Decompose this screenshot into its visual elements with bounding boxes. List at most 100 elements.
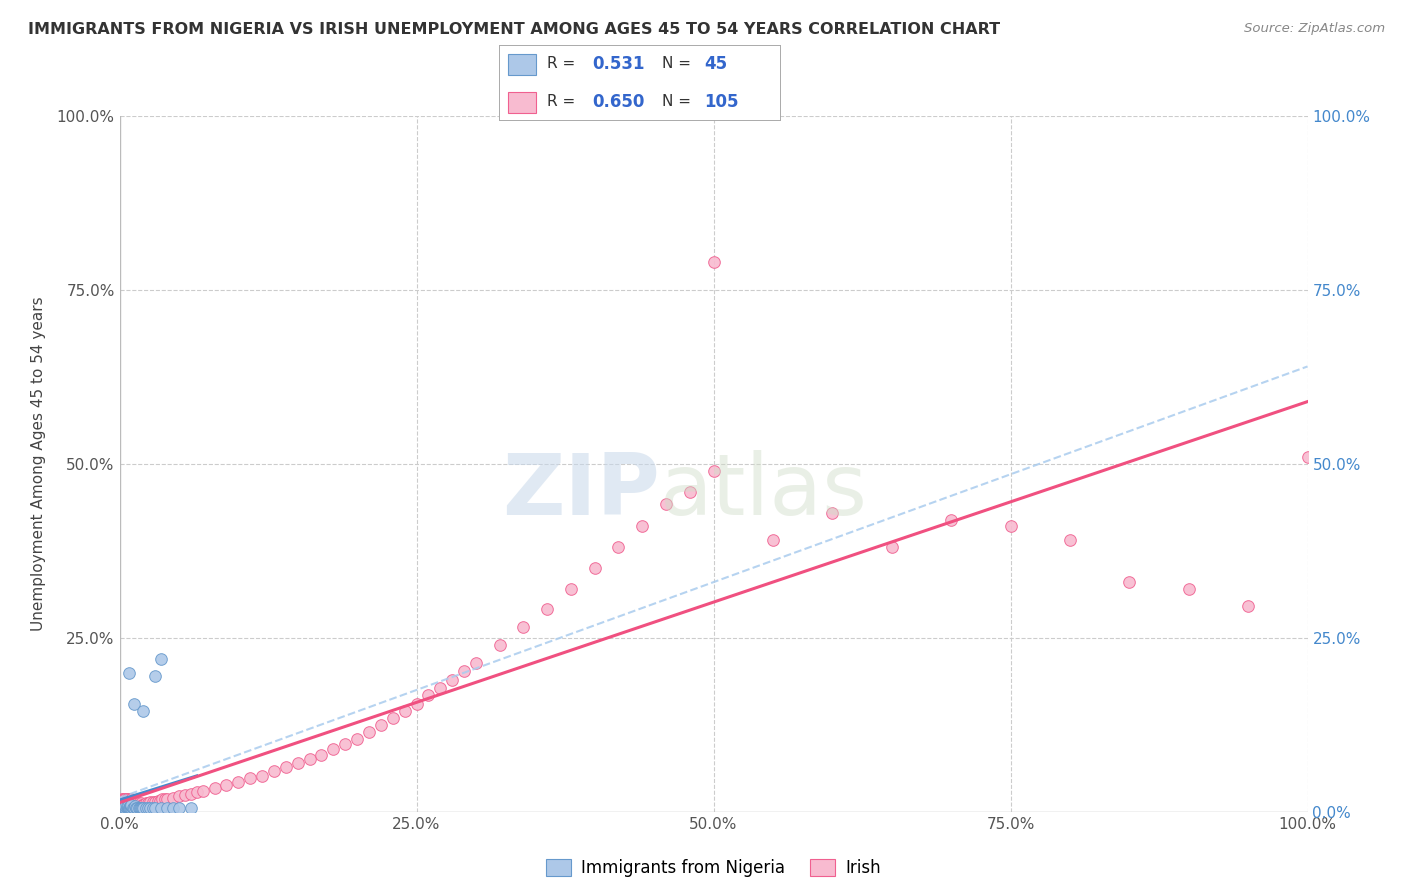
Point [821,506,844,520]
Text: Source: ZipAtlas.com: Source: ZipAtlas.com [1244,22,1385,36]
Point [120,801,142,815]
Point [122,799,145,814]
Point [121,799,143,814]
Point [112,792,135,806]
Point [125,797,148,811]
Point [441,673,464,687]
Text: R =: R = [547,95,575,110]
Point [117,799,139,814]
Point [311,747,333,762]
Point [120,797,142,812]
Point [287,756,309,770]
Point [111,799,134,814]
Point [607,541,630,555]
Point [122,697,145,711]
Point [394,704,416,718]
Point [131,801,153,815]
Point [162,801,184,815]
Point [110,797,132,812]
Point [112,792,135,806]
Point [112,801,135,815]
Point [132,801,155,815]
Text: 45: 45 [704,55,727,73]
Point [139,801,162,815]
Point [335,737,357,751]
Point [114,799,136,814]
FancyBboxPatch shape [508,54,536,75]
Text: 0.531: 0.531 [592,55,644,73]
Point [128,801,150,815]
Point [139,795,162,809]
Text: 105: 105 [704,93,740,111]
Point [1000,519,1022,533]
Point [583,561,606,575]
Y-axis label: Unemployment Among Ages 45 to 54 years: Unemployment Among Ages 45 to 54 years [31,296,45,632]
Point [156,801,179,815]
Point [153,792,176,806]
Point [156,792,179,806]
Point [250,768,273,782]
Legend: Immigrants from Nigeria, Irish: Immigrants from Nigeria, Irish [540,852,887,883]
Point [191,784,214,798]
Point [128,797,150,812]
Point [702,464,725,478]
Text: N =: N = [662,95,692,110]
Point [132,797,155,812]
Point [112,797,135,811]
Point [655,497,678,511]
Text: atlas: atlas [659,450,868,533]
Point [125,799,148,814]
Point [110,794,132,808]
Point [180,787,202,801]
Point [118,801,141,815]
Point [298,752,321,766]
Point [1237,599,1260,614]
Point [370,717,392,731]
Point [536,601,558,615]
Point [114,799,136,814]
Point [186,785,208,799]
Point [150,792,173,806]
FancyBboxPatch shape [508,92,536,112]
Point [129,797,152,812]
Point [702,255,725,269]
Point [150,801,173,815]
Point [120,799,142,814]
Point [128,799,150,814]
Point [381,711,404,725]
Point [112,799,135,814]
Point [117,799,139,814]
Point [679,484,702,499]
Point [121,801,143,815]
Point [263,764,285,779]
Point [127,797,149,811]
Point [560,582,582,596]
Point [131,797,153,812]
Point [111,801,134,815]
Point [762,533,785,548]
Point [124,797,146,811]
Point [128,801,150,815]
Point [239,772,262,786]
Point [122,797,145,811]
Point [120,801,142,815]
Point [121,797,143,811]
Point [111,799,134,814]
Text: IMMIGRANTS FROM NIGERIA VS IRISH UNEMPLOYMENT AMONG AGES 45 TO 54 YEARS CORRELAT: IMMIGRANTS FROM NIGERIA VS IRISH UNEMPLO… [28,22,1000,37]
Point [150,651,173,665]
Point [173,788,195,802]
Point [322,742,344,756]
Point [132,704,155,718]
Point [136,801,159,815]
Point [631,519,654,533]
Point [112,797,135,812]
Point [120,797,142,811]
Point [112,799,135,814]
Point [135,797,157,811]
Point [114,801,136,815]
Point [1118,575,1140,590]
Point [274,760,297,774]
Point [143,801,166,815]
Point [118,792,141,806]
Point [143,669,166,683]
